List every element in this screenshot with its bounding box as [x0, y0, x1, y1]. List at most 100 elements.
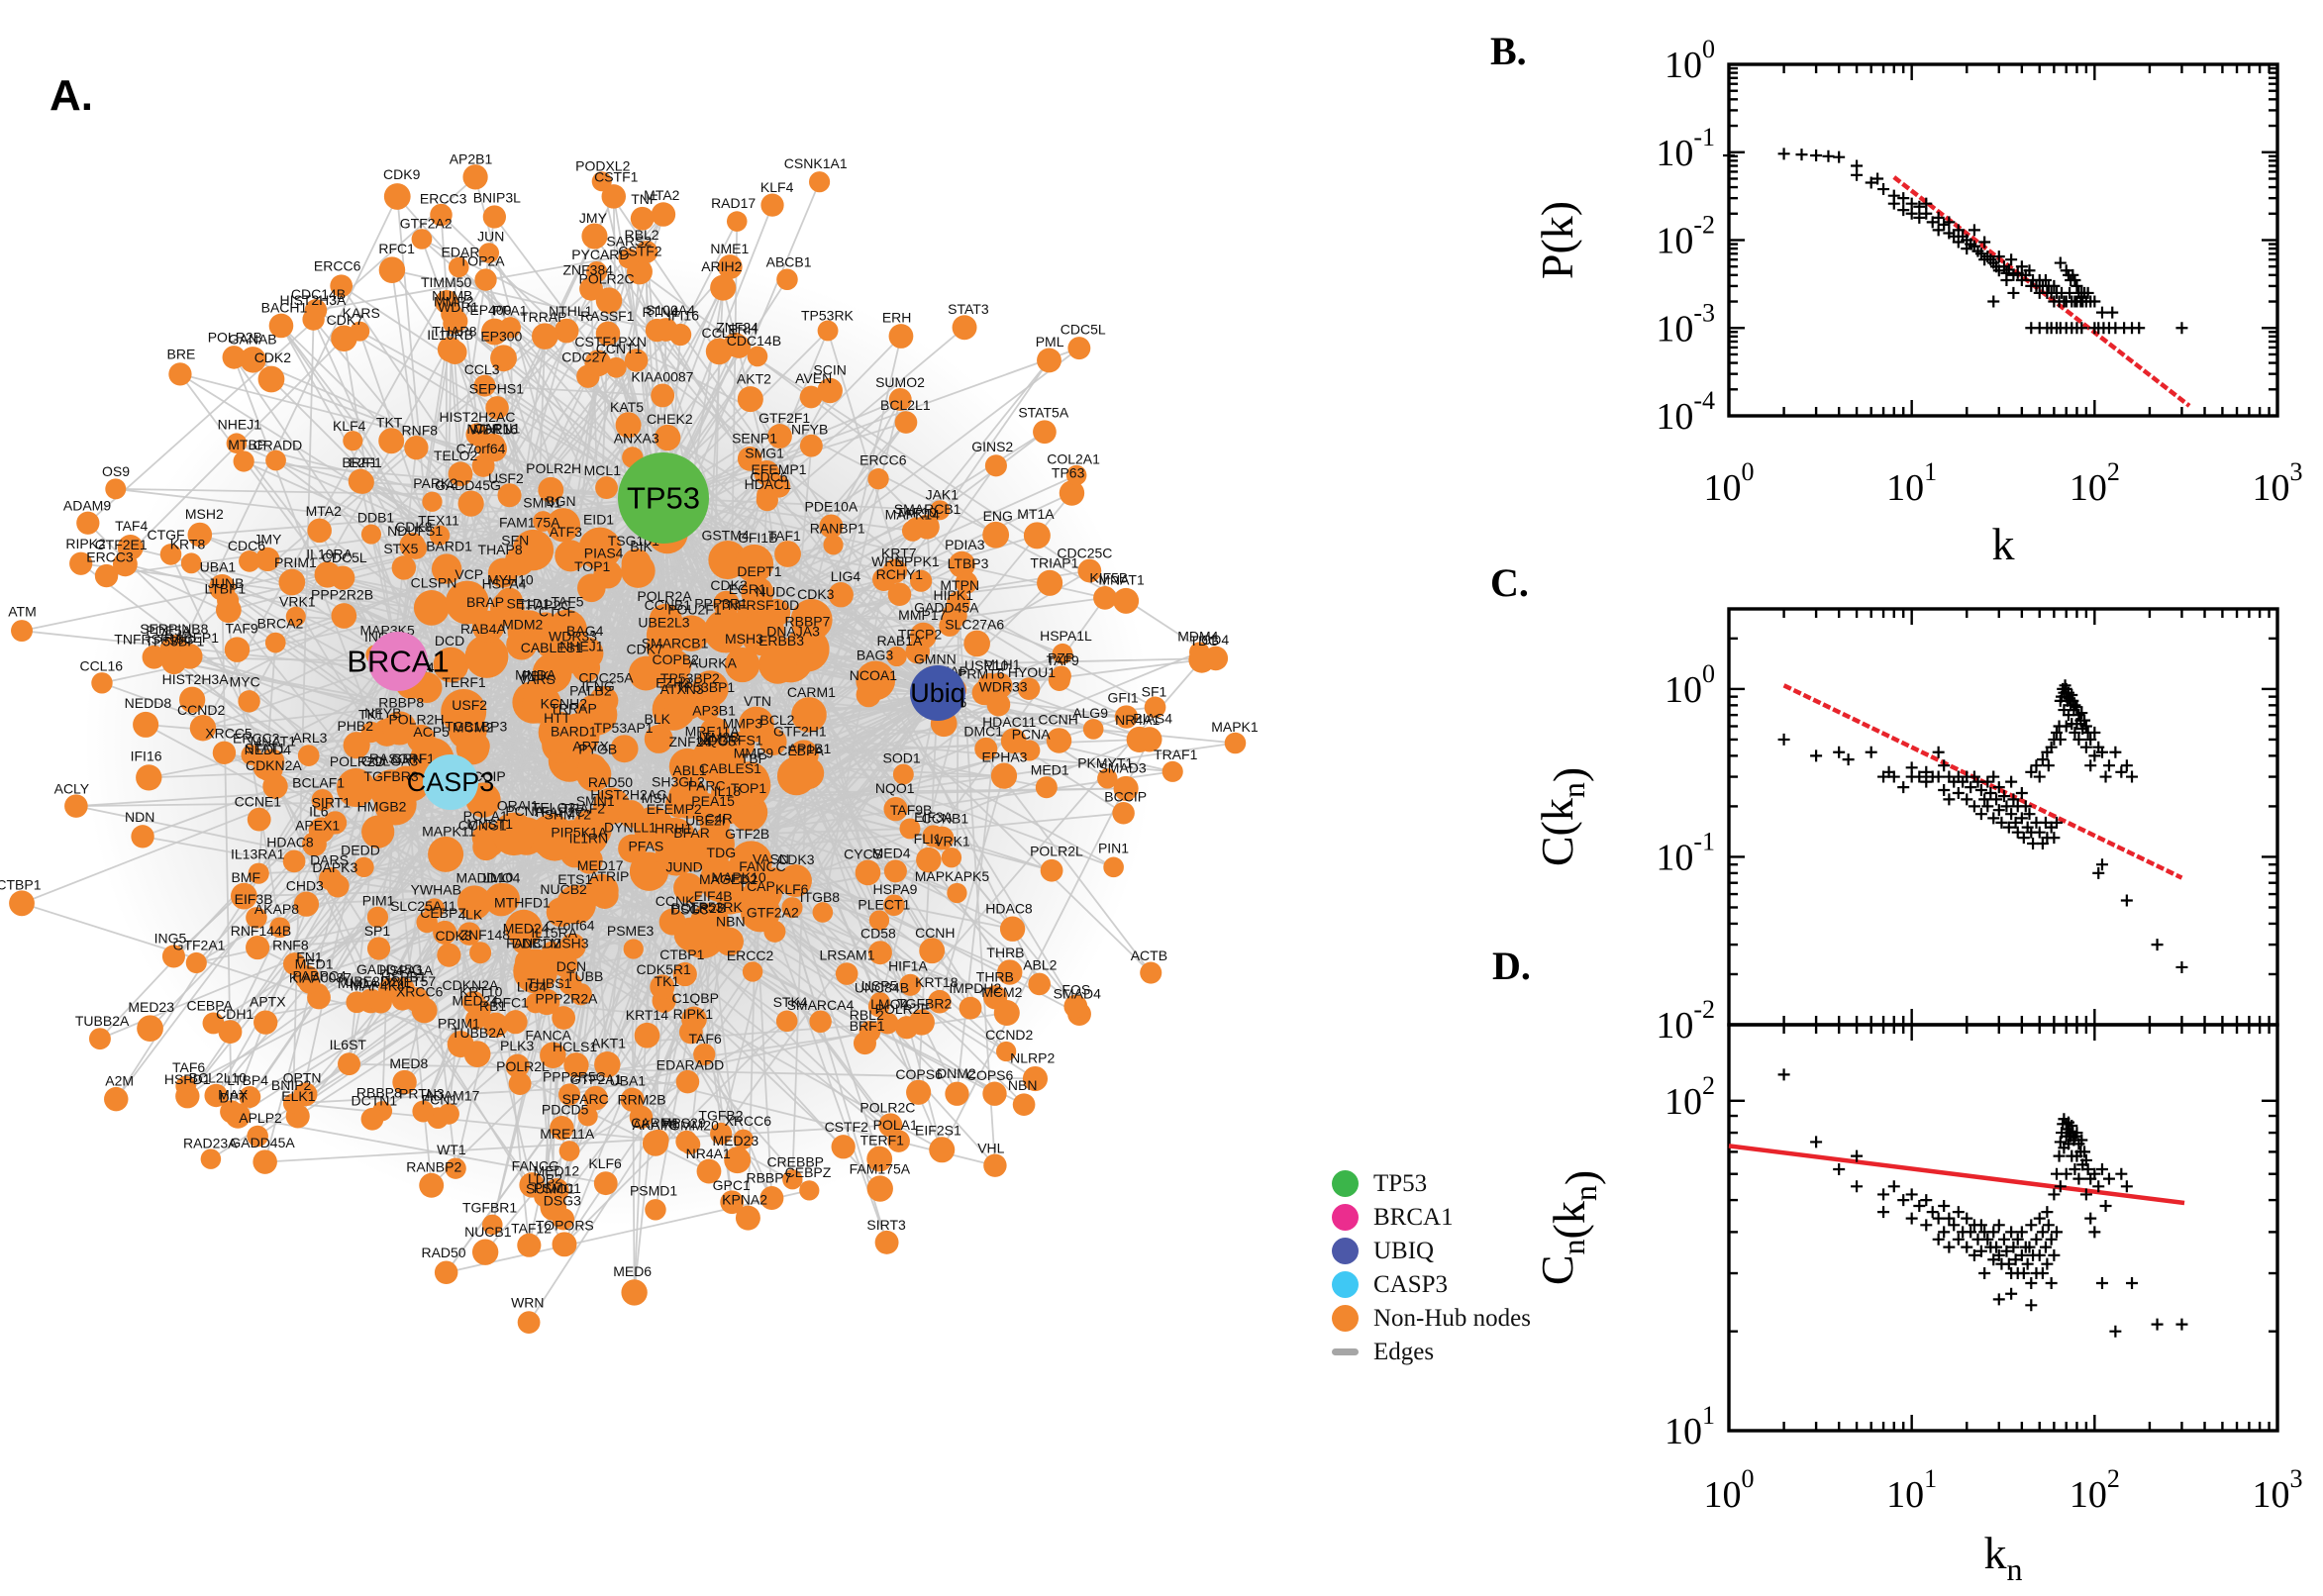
gene-label: TBP [741, 750, 767, 766]
gene-label: NUMB [432, 288, 472, 304]
non-hub-node [552, 1006, 576, 1030]
non-hub-node [133, 711, 159, 738]
non-hub-node [1067, 337, 1091, 360]
gene-label: NCOA1 [850, 667, 897, 683]
gene-label: CDC5L [322, 549, 367, 565]
gene-label: ZNF148 [459, 927, 510, 943]
gene-label: MSH3 [725, 631, 763, 647]
non-hub-node [742, 961, 763, 982]
gene-label: EID1 [583, 511, 614, 527]
non-hub-node [532, 653, 572, 693]
non-hub-node [867, 941, 892, 965]
non-hub-node [434, 1260, 458, 1285]
gene-label: CSTF2 [825, 1119, 869, 1135]
gene-label: LIG4 [831, 568, 861, 584]
non-hub-node [883, 894, 905, 917]
gene-label: DYNLL1 [604, 819, 656, 835]
gene-label: GTF2A1 [570, 1071, 623, 1087]
gene-label: TAF9 [1047, 652, 1079, 668]
non-hub-node [767, 424, 792, 449]
gene-label: PEA15 [691, 793, 735, 809]
gene-label: ERCC2 [727, 948, 774, 963]
non-hub-node [239, 1085, 261, 1108]
non-hub-node [906, 1079, 932, 1105]
non-hub-node [256, 755, 283, 782]
gene-label: SH3GL2 [652, 773, 705, 789]
gene-label: DNM2 [937, 1065, 976, 1081]
gene-label: TUBB2A [75, 1013, 130, 1029]
non-hub-node [974, 737, 998, 760]
gene-label: JUND [665, 859, 702, 875]
gene-label: NHEJ1 [559, 639, 604, 654]
non-hub-node [252, 1149, 277, 1174]
plot-ticks [1727, 62, 2279, 418]
gene-label: PIN1 [1098, 841, 1129, 856]
gene-label: MT1A [1017, 506, 1055, 522]
non-hub-node [595, 321, 621, 347]
gene-label: GADD45A [914, 599, 979, 615]
gene-label: NTHL1 [466, 421, 511, 437]
legend: TP53 BRCA1 UBIQ CASP3 Non-Hub nodes Edge… [1332, 1170, 1531, 1372]
non-hub-node [866, 1146, 893, 1172]
gene-label: HCLS1 [553, 1039, 597, 1054]
gene-label: SMARCA4 [787, 997, 855, 1013]
gene-label: CARM1 [631, 1115, 679, 1131]
legend-item-tp53: TP53 [1332, 1170, 1531, 1197]
gene-label: PLK3 [500, 1038, 534, 1053]
legend-label: Edges [1373, 1338, 1435, 1365]
gene-label: SCIN [813, 361, 846, 377]
gene-label: CRADD [252, 437, 302, 452]
casp3-dot-icon [1332, 1271, 1359, 1298]
non-hub-node [939, 615, 960, 637]
gene-label: SUMO1 [526, 1180, 575, 1196]
gene-label: HTT [544, 710, 571, 726]
non-hub-node [257, 365, 285, 393]
gene-label: MDM4 [1177, 629, 1218, 645]
non-hub-node [433, 647, 469, 683]
gene-label: CDC5L [1060, 321, 1106, 337]
gene-label: LTBP4 [227, 1072, 268, 1088]
gene-label: SEPHS1 [469, 381, 524, 397]
non-hub-node [856, 682, 881, 708]
gene-label: TAF6 [689, 1031, 722, 1047]
gene-label: PHB2 [337, 718, 373, 734]
non-hub-node [200, 1148, 222, 1169]
gene-label: MYH10 [487, 571, 534, 587]
tick-label: 100 [1665, 659, 1715, 711]
non-hub-node [620, 1087, 645, 1112]
non-hub-node [668, 683, 706, 721]
non-hub-node [1093, 586, 1117, 610]
hub-node-casp3 [423, 754, 478, 810]
non-hub-node [679, 1134, 701, 1155]
gene-label: PPP3R1 [694, 596, 748, 612]
gene-label: RNF8 [272, 938, 309, 953]
gene-label: CCNK [656, 893, 695, 909]
gene-label: STAT5A [1018, 405, 1068, 421]
plot-ticks [1727, 1025, 2279, 1433]
gene-label: ERCC6 [314, 257, 361, 273]
gene-label: RFC1 [378, 241, 415, 256]
gene-label: DMC1 [963, 723, 1003, 739]
gene-label: TOPORS [536, 1218, 594, 1234]
non-hub-node [481, 318, 509, 346]
non-hub-node [464, 635, 509, 678]
gene-label: DAPK3 [312, 859, 357, 875]
gene-label: NUCB1 [464, 1224, 512, 1240]
gene-label: DCN [556, 958, 586, 974]
non-hub-node [238, 690, 260, 713]
non-hub-node [664, 790, 693, 819]
gene-label: ADAM17 [424, 1088, 479, 1104]
non-hub-node [654, 424, 681, 451]
gene-label: SLC25A11 [390, 898, 456, 914]
non-hub-node [1012, 1093, 1036, 1117]
non-hub-node [737, 447, 762, 471]
plot-frame [1727, 1023, 2279, 1433]
gene-label: CDC14B [727, 333, 781, 349]
non-hub-node [419, 1172, 445, 1198]
gene-label: PPP2R2A [535, 990, 598, 1006]
gene-label: PDE5A [146, 623, 192, 639]
gene-label: DDB1 [357, 510, 395, 526]
gene-label: CCL1 [702, 325, 738, 341]
gene-label: THBS1 [527, 975, 571, 991]
gene-label: MED8 [389, 1055, 428, 1071]
